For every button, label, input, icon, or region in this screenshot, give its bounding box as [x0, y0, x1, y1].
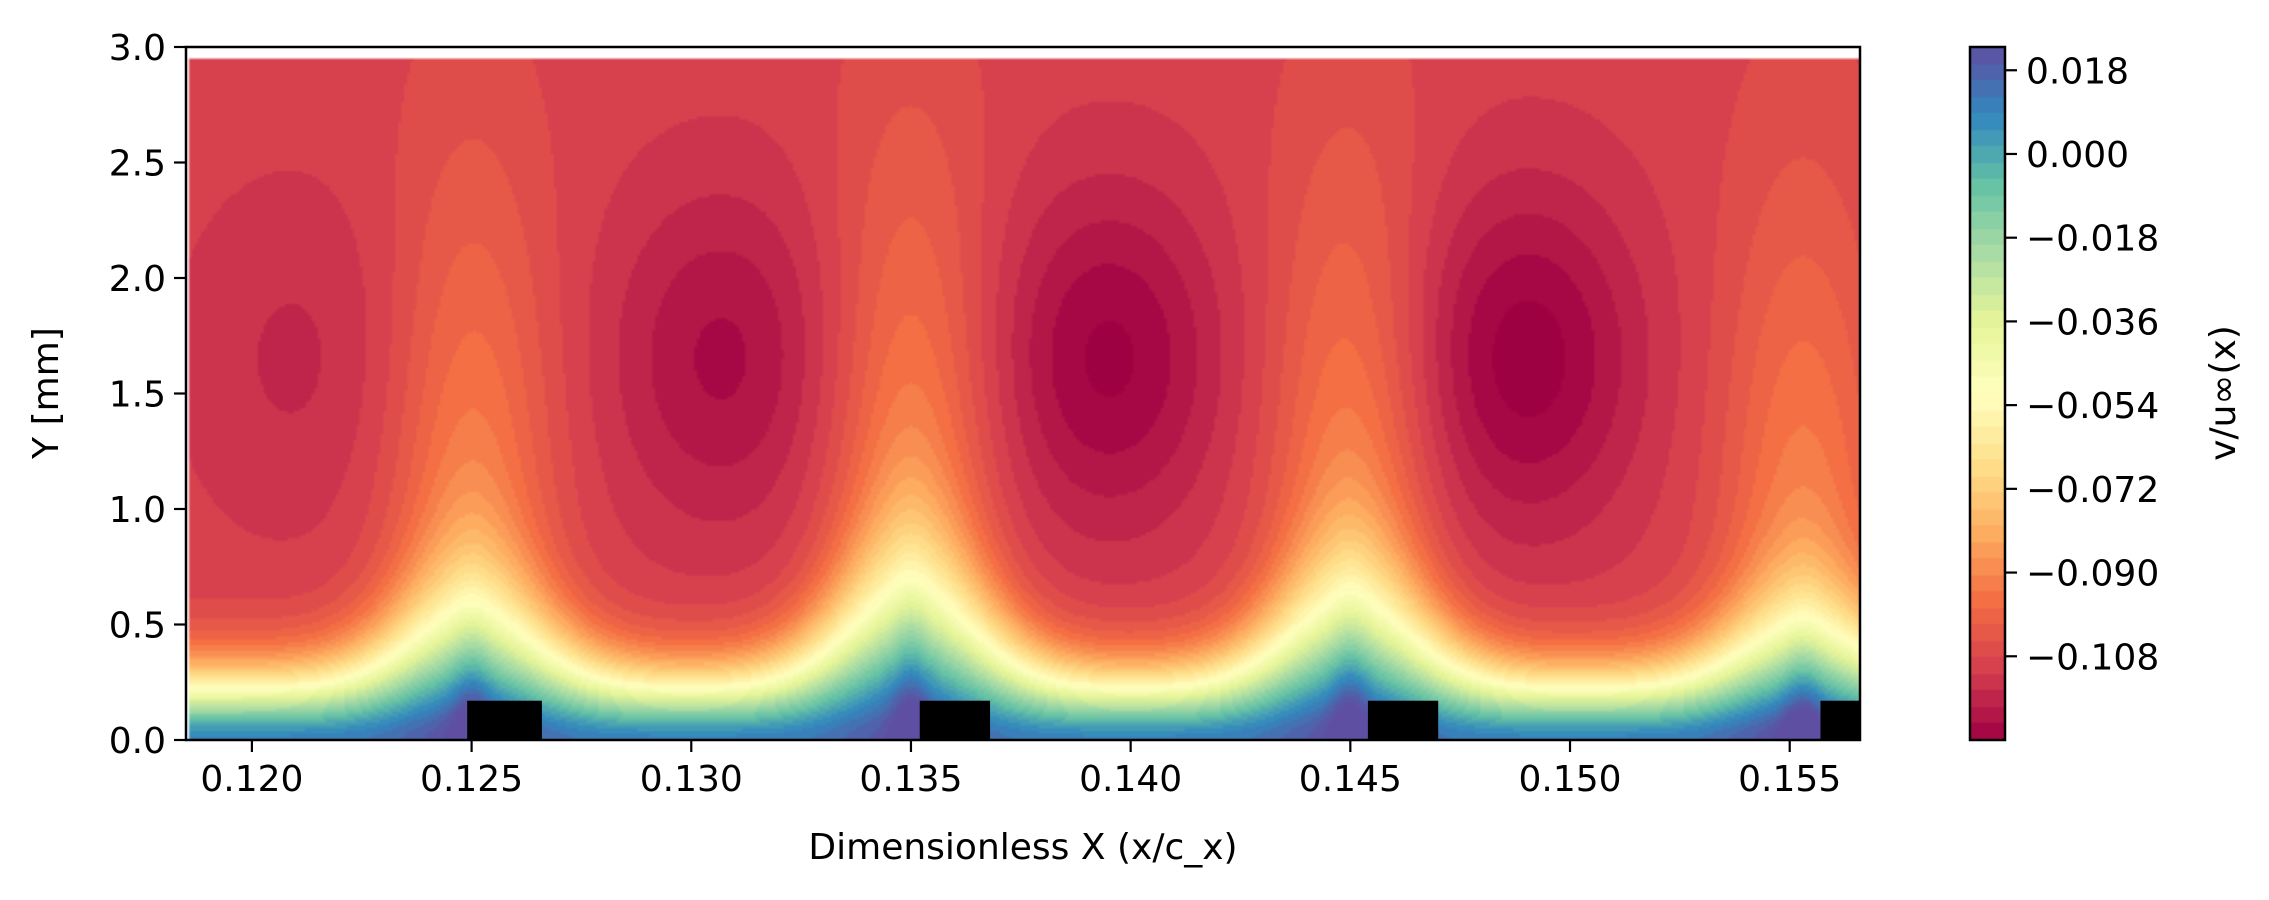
x-tick-label: 0.120	[200, 759, 303, 800]
colorbar-label: v/u∞(x)	[2203, 325, 2244, 461]
roughness-elements	[467, 700, 1860, 740]
x-axis: 0.120 0.125 0.130 0.135 0.140 0.145 0.150 0.155	[200, 740, 1841, 800]
y-tick-label: 1.5	[109, 375, 166, 416]
roughness-element	[1820, 700, 1860, 740]
roughness-element	[919, 700, 991, 740]
velocity-contour-field	[186, 47, 1860, 740]
colorbar-tick-label: −0.036	[2026, 302, 2159, 343]
y-tick-label: 2.0	[109, 259, 166, 300]
y-axis: 0.0 0.5 1.0 1.5 2.0 2.5 3.0	[109, 28, 186, 762]
y-tick-label: 1.0	[109, 490, 166, 531]
colorbar-tick-label: −0.108	[2026, 637, 2159, 678]
y-tick-label: 0.0	[109, 721, 166, 762]
colorbar-frame	[1968, 45, 2007, 742]
roughness-element	[1367, 700, 1439, 740]
colorbar-tick-label: −0.054	[2026, 386, 2159, 427]
x-axis-label: Dimensionless X (x/c_x)	[808, 827, 1237, 868]
colorbar-gradient	[1970, 47, 2005, 740]
x-tick-label: 0.150	[1518, 759, 1621, 800]
x-tick-label: 0.155	[1738, 759, 1841, 800]
colorbar-tick-label: 0.000	[2026, 135, 2129, 176]
colorbar: 0.018 0.000 −0.018 −0.036 −0.054 −0.072 −0.090…	[1968, 45, 2244, 742]
roughness-element	[467, 700, 542, 740]
y-tick-label: 3.0	[109, 28, 166, 69]
x-tick-label: 0.140	[1079, 759, 1182, 800]
y-axis-label: Y [mm]	[26, 327, 67, 460]
y-tick-label: 0.5	[109, 606, 166, 647]
colorbar-tick-label: 0.018	[2026, 51, 2129, 92]
x-tick-label: 0.125	[420, 759, 523, 800]
x-tick-label: 0.145	[1299, 759, 1402, 800]
colorbar-ticks: 0.018 0.000 −0.018 −0.036 −0.054 −0.072 −0.090…	[2005, 51, 2159, 678]
contour-plot: 0.120 0.125 0.130 0.135 0.140 0.145 0.150 0.155…	[26, 28, 1862, 868]
x-tick-label: 0.135	[859, 759, 962, 800]
colorbar-tick-label: −0.072	[2026, 470, 2159, 511]
colorbar-tick-label: −0.090	[2026, 554, 2159, 595]
colorbar-tick-label: −0.018	[2026, 219, 2159, 260]
x-tick-label: 0.130	[640, 759, 743, 800]
y-tick-label: 2.5	[109, 144, 166, 185]
